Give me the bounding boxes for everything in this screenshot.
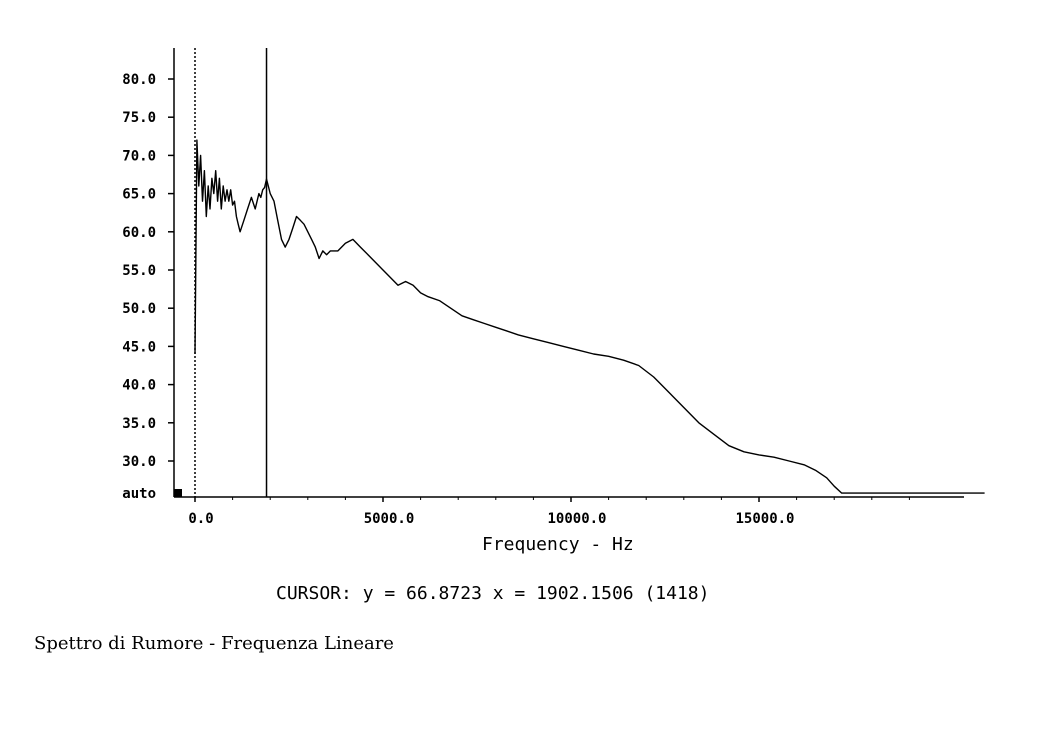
y-tick-label: 45.0 bbox=[122, 339, 156, 355]
chart-caption: Spettro di Rumore - Frequenza Lineare bbox=[34, 633, 394, 654]
y-tick-label: 35.0 bbox=[122, 416, 156, 432]
x-tick-label: 10000.0 bbox=[547, 511, 606, 527]
auto-marker bbox=[174, 489, 182, 497]
cursor-lines bbox=[194, 48, 268, 497]
chart-axes bbox=[173, 48, 964, 498]
x-tick-label: 0.0 bbox=[188, 511, 213, 527]
y-tick-label: 65.0 bbox=[122, 187, 156, 203]
y-tick-label: 40.0 bbox=[122, 378, 156, 394]
x-axis-ticks: 0.0 5000.0 10000.0 15000.0 bbox=[188, 497, 910, 527]
y-tick-label: 55.0 bbox=[122, 263, 156, 279]
x-tick-label: 15000.0 bbox=[735, 511, 794, 527]
y-tick-label: 70.0 bbox=[122, 148, 156, 164]
series-layer bbox=[194, 139, 985, 494]
y-tick-label: 75.0 bbox=[122, 110, 156, 126]
y-auto-label: auto bbox=[122, 486, 156, 502]
cursor-readout: CURSOR: y = 66.8723 x = 1902.1506 (1418) bbox=[276, 583, 710, 604]
x-tick-label: 5000.0 bbox=[364, 511, 415, 527]
y-tick-label: 80.0 bbox=[122, 72, 156, 88]
y-tick-label: 60.0 bbox=[122, 225, 156, 241]
y-tick-label: 30.0 bbox=[122, 454, 156, 470]
x-axis-label: Frequency - Hz bbox=[482, 534, 634, 555]
y-tick-label: 50.0 bbox=[122, 301, 156, 317]
spectrum-line bbox=[194, 139, 985, 494]
y-axis-ticks: 80.0 75.0 70.0 65.0 60.0 55.0 50.0 45.0 40.0 35.0… bbox=[122, 72, 174, 502]
